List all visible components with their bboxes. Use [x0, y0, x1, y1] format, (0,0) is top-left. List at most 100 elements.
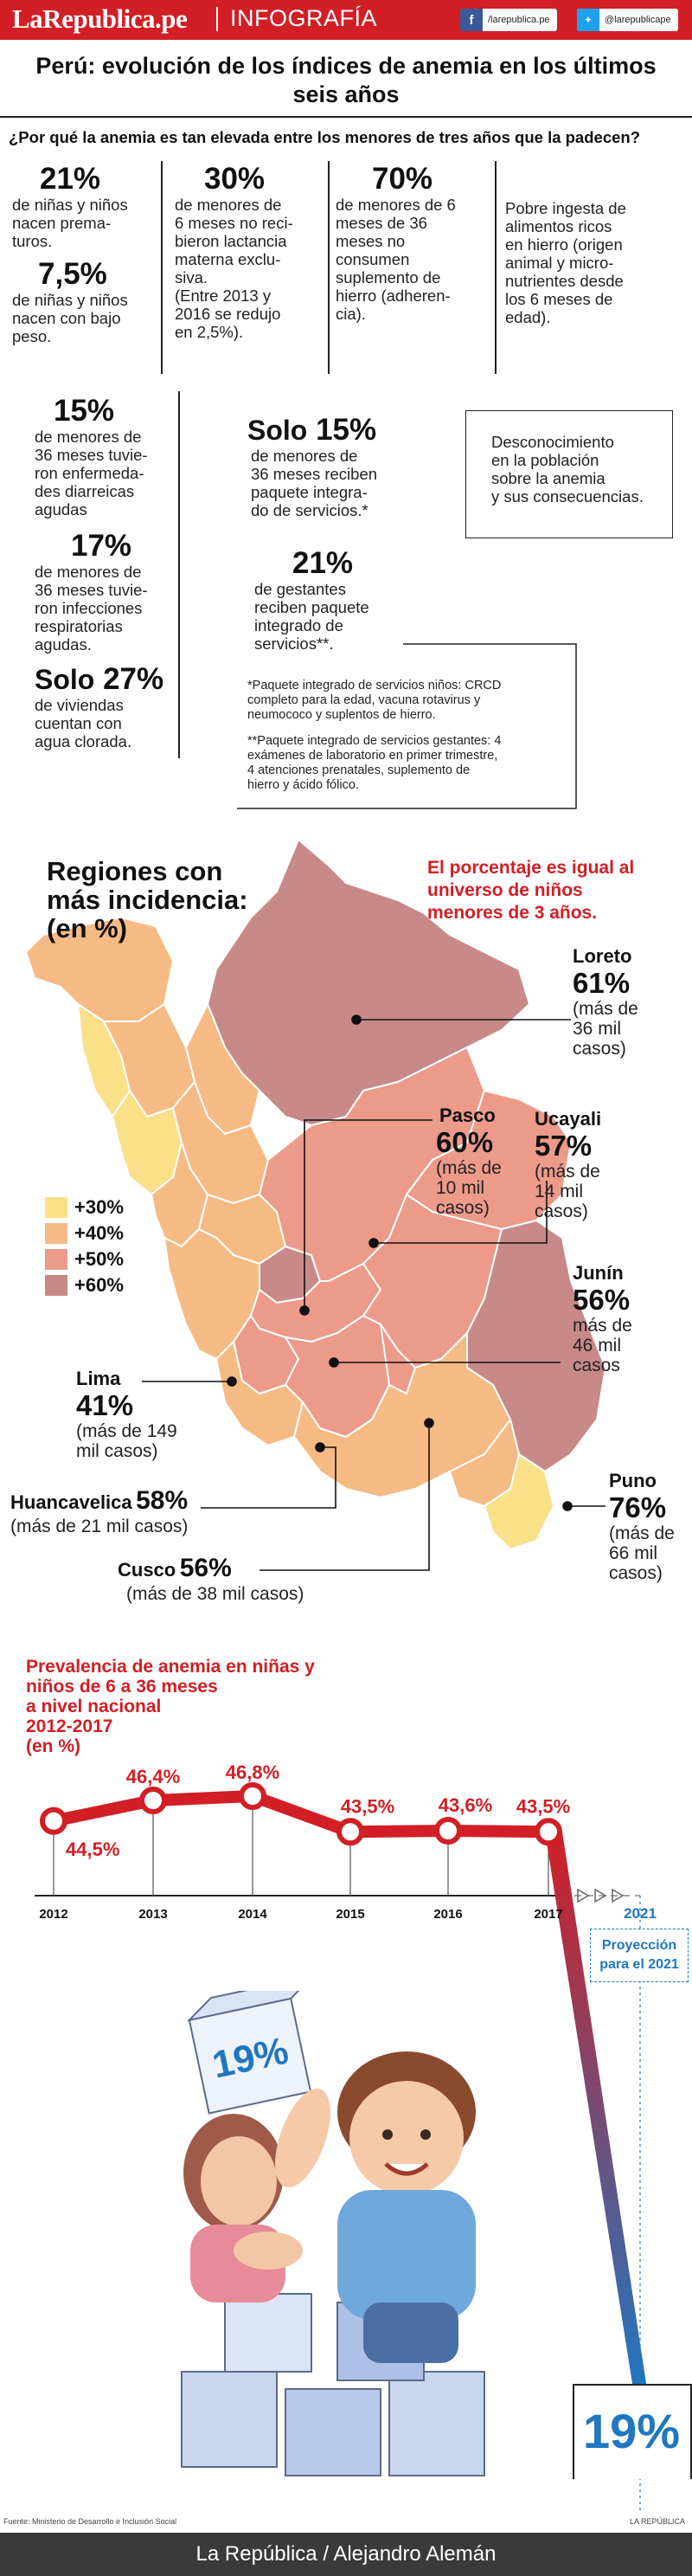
axis-arrow-0 [577, 1888, 590, 1903]
awareness-box [465, 410, 673, 538]
axis-arrow-1 [594, 1888, 607, 1903]
tick-label-2017: 2017 [534, 1907, 562, 1922]
footnote-children: *Paquete integrado de servicios niños: C… [247, 679, 576, 723]
source-note: Fuente: Ministerio de Desarrollo e Inclu… [3, 2517, 177, 2526]
text-line: edad). [505, 308, 551, 326]
data-label-2017: 43,5% [516, 1795, 570, 1817]
chart-title: Prevalencia de anemia en niñas y niños de… [26, 1657, 315, 1756]
cause-poor-intake: Pobre ingesta de alimentos ricos en hierro… [505, 199, 687, 326]
text-line: 10 mil [436, 1178, 485, 1198]
map-region-arequipa [293, 1332, 511, 1498]
text-line: El porcentaje es igual al [427, 858, 635, 878]
region-pasco: Pasco 60% (más de 10 mil casos) [436, 1104, 502, 1218]
text-line: (más de [436, 1158, 502, 1178]
data-label-2014: 46,8% [226, 1761, 279, 1783]
data-point-2013 [139, 1787, 167, 1814]
text-line: *Paquete integrado de servicios niños: C… [247, 679, 502, 692]
text-line: servicios**. [254, 634, 334, 653]
data-label-2012: 44,5% [66, 1839, 119, 1860]
twitter-icon: ✦ [577, 9, 599, 31]
text-line: 14 mil [535, 1182, 584, 1201]
legend-item-60: +60% [45, 1272, 124, 1298]
text-line: Pobre ingesta de [505, 199, 626, 217]
text-line: (más de [535, 1162, 600, 1182]
text-line: ron infecciones [35, 599, 143, 617]
data-point-2015 [336, 1818, 364, 1846]
title-rule [0, 116, 692, 118]
legend-item-50: +50% [45, 1246, 124, 1272]
text-line: los 6 meses de [505, 290, 613, 308]
cause-premature: 21% de niñas y niños nacen prema-turos. [12, 163, 159, 251]
text-line: en hierro (origen [505, 235, 623, 254]
tick-label-2014: 2014 [238, 1907, 267, 1922]
text-line: de menores de [251, 447, 358, 465]
site-logo[interactable]: LaRepublica.pe [12, 3, 188, 34]
axis-arrow-2 [612, 1888, 625, 1903]
text-line: Regiones con [47, 856, 223, 886]
text-line: en la población [491, 451, 599, 469]
text-line: casos) [535, 1201, 588, 1221]
data-point-2016 [434, 1817, 462, 1845]
footnote-pregnant: **Paquete integrado de servicios gestant… [247, 734, 576, 793]
text-line: de menores de [35, 563, 142, 581]
tick-label-projection: 2021 [624, 1905, 657, 1922]
publisher-credit: LA REPÚBLICA [629, 2517, 685, 2526]
text-line: casos) [573, 1039, 626, 1059]
text-line: de menores de [35, 428, 142, 446]
data-point-2017 [535, 1818, 562, 1846]
text-line: para el 2021 [599, 1957, 679, 1972]
text-line: meses no [336, 232, 406, 250]
text-line: 36 meses reciben [251, 465, 378, 483]
text-line: integrado de [254, 616, 343, 634]
text-line: (más de 149 [76, 1421, 177, 1441]
text-line: peso. [12, 327, 52, 345]
projection-result: 19% [583, 2404, 681, 2458]
text-line: (en %) [26, 1736, 80, 1756]
twitter-link[interactable]: ✦ @larepublicape [577, 9, 678, 31]
page-title: Perú: evolución de los índices de anemia… [35, 53, 657, 107]
text-line: menores de 3 años. [427, 903, 598, 923]
text-line: nacen con bajo [12, 309, 121, 327]
divider [328, 161, 330, 374]
data-point-2014 [239, 1782, 266, 1810]
text-line: consumen [336, 250, 410, 268]
text-line: Proyección [601, 1938, 677, 1953]
text-line: alimentos ricos [505, 217, 612, 235]
tick-label-2012: 2012 [39, 1907, 67, 1922]
text-line: universo de niños [427, 880, 583, 900]
text-line: de gestantes [254, 580, 346, 598]
region-cusco: Cusco 56% (más de 38 mil casos) [118, 1554, 304, 1604]
text-line: de menores de 6 [336, 196, 456, 214]
text-line: cia). [336, 305, 366, 323]
text-line: exámenes de laboratorio en primer trimes… [247, 749, 498, 763]
facebook-link[interactable]: f /larepublica.pe [460, 9, 557, 31]
cause-respiratory: 17% de menores de 36 meses tuvie-ron infe… [35, 530, 182, 654]
tick-label-2016: 2016 [433, 1907, 462, 1922]
tick-label-2013: 2013 [138, 1907, 167, 1922]
region-ucayali: Ucayali 57% (más de 14 mil casos) [535, 1108, 602, 1221]
text-line: agudas. [35, 635, 92, 654]
map-region-tacna [484, 1453, 554, 1550]
text-line: 4 atenciones prenatales, suplemento de [247, 763, 471, 777]
region-loreto: Loreto 61% (más de 36 mil casos) [573, 945, 638, 1059]
cause-breastfeeding: 30% de menores de 6 meses no reci-bieron … [175, 163, 322, 342]
text-line: casos [573, 1356, 620, 1375]
question-heading: ¿Por qué la anemia es tan elevada entre … [9, 128, 640, 146]
text-line: casos) [436, 1198, 490, 1218]
text-line: agudas [35, 500, 87, 518]
map-leader-lines [142, 1014, 606, 1571]
cause-pregnant-services: 21% de gestantes reciben paquete integrado… [254, 547, 445, 654]
cause-low-weight: 7,5% de niñas y niños nacen con bajo peso. [12, 258, 159, 346]
cause-awareness: Desconocimiento en la población sobre la a… [491, 433, 673, 506]
text-line: Prevalencia de anemia en niñas y [26, 1657, 315, 1677]
text-line: bieron lactancia [175, 232, 287, 250]
projection-result-box [573, 2384, 692, 2479]
legend-item-30: +30% [45, 1195, 124, 1220]
children-illustration: 19% [181, 1991, 485, 2476]
text-line: a nivel nacional [26, 1697, 162, 1716]
text-line: más incidencia: [47, 885, 248, 915]
region-lima: Lima 41% (más de 149 mil casos) [76, 1368, 177, 1461]
text-line: 36 meses tuvie- [35, 581, 148, 599]
text-line: animal y micro- [505, 254, 614, 272]
header-bar: LaRepublica.pe INFOGRAFÍA f /larepublica… [0, 0, 692, 40]
